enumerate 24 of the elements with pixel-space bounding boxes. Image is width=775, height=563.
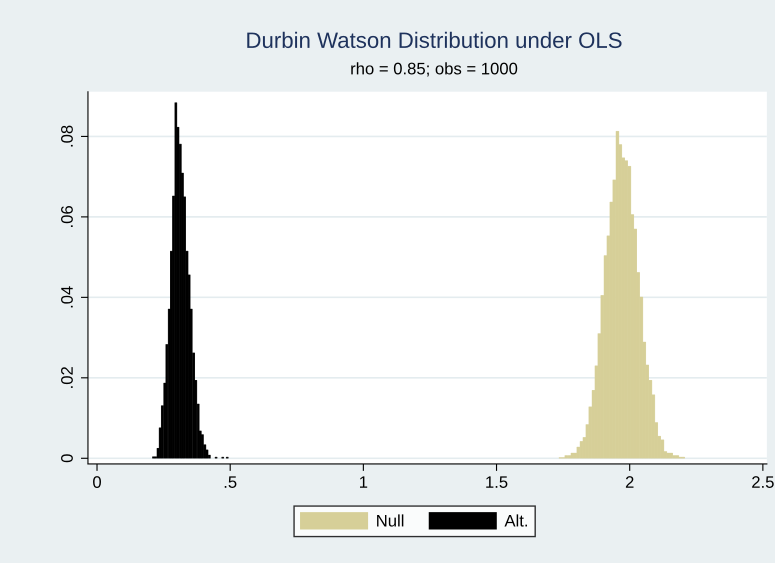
- x-tick-label: 2.5: [752, 476, 774, 488]
- bar: [201, 434, 204, 458]
- bar: [570, 452, 574, 458]
- x-tick-label: 0: [93, 476, 101, 488]
- y-tick-label: 0: [61, 454, 73, 462]
- chart-subtitle: rho = 0.85; obs = 1000: [351, 62, 518, 76]
- y-tick-label: .06: [61, 206, 73, 227]
- bar: [580, 441, 584, 458]
- bar: [568, 455, 572, 458]
- x-tick-label: 2: [626, 476, 634, 488]
- y-tick-label: .04: [61, 286, 73, 308]
- y-tick-label: .08: [61, 126, 73, 146]
- chart-title: Durbin Watson Distribution under OLS: [247, 32, 622, 48]
- y-tick-label: .02: [61, 367, 73, 388]
- x-tick-label: 1.5: [486, 476, 508, 488]
- bar: [672, 455, 676, 458]
- x-tick-label: 1: [360, 476, 368, 488]
- x-tick-label: .5: [224, 476, 236, 488]
- bar: [676, 455, 680, 458]
- bar: [660, 440, 664, 458]
- legend-label: Alt.: [504, 514, 527, 527]
- legend-label: Null: [377, 514, 404, 527]
- bar: [670, 452, 673, 458]
- bar: [564, 455, 568, 458]
